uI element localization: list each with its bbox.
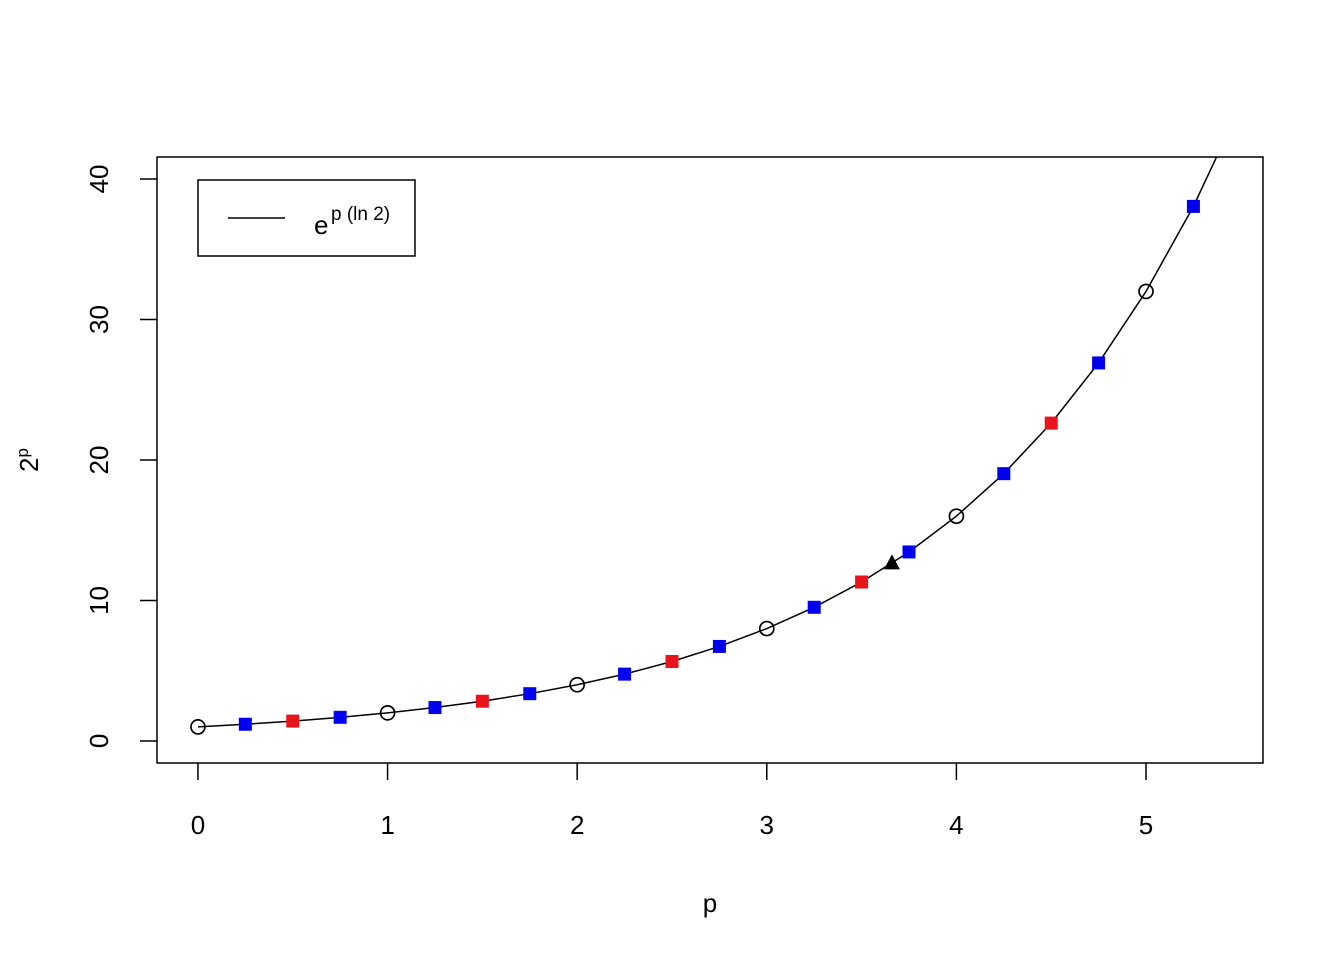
point-square bbox=[333, 710, 347, 724]
point-circle bbox=[569, 676, 586, 693]
point-square bbox=[618, 667, 632, 681]
point-square bbox=[286, 714, 300, 728]
point-square bbox=[902, 545, 916, 559]
x-tick-label: 2 bbox=[570, 810, 584, 840]
y-axis-label-superscript: p bbox=[13, 448, 32, 457]
point-square bbox=[1092, 356, 1106, 370]
y-tick-label: 40 bbox=[84, 165, 114, 194]
x-tick-label: 0 bbox=[191, 810, 205, 840]
point-triangle bbox=[883, 554, 900, 570]
point-circle bbox=[379, 705, 396, 721]
legend-label: e bbox=[314, 210, 328, 240]
y-axis-label: 2p bbox=[13, 448, 44, 472]
point-square bbox=[712, 639, 726, 653]
point-square bbox=[1044, 416, 1058, 430]
plot-area bbox=[190, 157, 1218, 735]
point-circle bbox=[758, 620, 775, 637]
point-circle bbox=[948, 508, 965, 525]
point-square bbox=[238, 717, 252, 731]
y-axis-label-base: 2 bbox=[14, 458, 44, 472]
point-square bbox=[807, 600, 821, 614]
x-tick-label: 4 bbox=[949, 810, 963, 840]
x-tick-label: 1 bbox=[380, 810, 394, 840]
x-tick-label: 3 bbox=[760, 810, 774, 840]
y-tick-label: 20 bbox=[84, 446, 114, 475]
y-tick-label: 0 bbox=[84, 734, 114, 748]
point-square bbox=[665, 654, 679, 668]
point-square bbox=[1186, 199, 1200, 213]
point-square bbox=[475, 694, 489, 708]
legend-label-superscript: p (ln 2) bbox=[331, 204, 390, 225]
point-square bbox=[855, 575, 869, 589]
x-axis-label: p bbox=[703, 888, 717, 918]
point-square bbox=[428, 701, 442, 715]
x-tick-label: 5 bbox=[1139, 810, 1153, 840]
point-square bbox=[523, 687, 537, 701]
y-tick-label: 10 bbox=[84, 586, 114, 615]
point-square bbox=[997, 467, 1011, 481]
point-circle bbox=[1138, 283, 1154, 300]
point-circle bbox=[190, 719, 206, 735]
y-tick-label: 30 bbox=[84, 305, 114, 334]
